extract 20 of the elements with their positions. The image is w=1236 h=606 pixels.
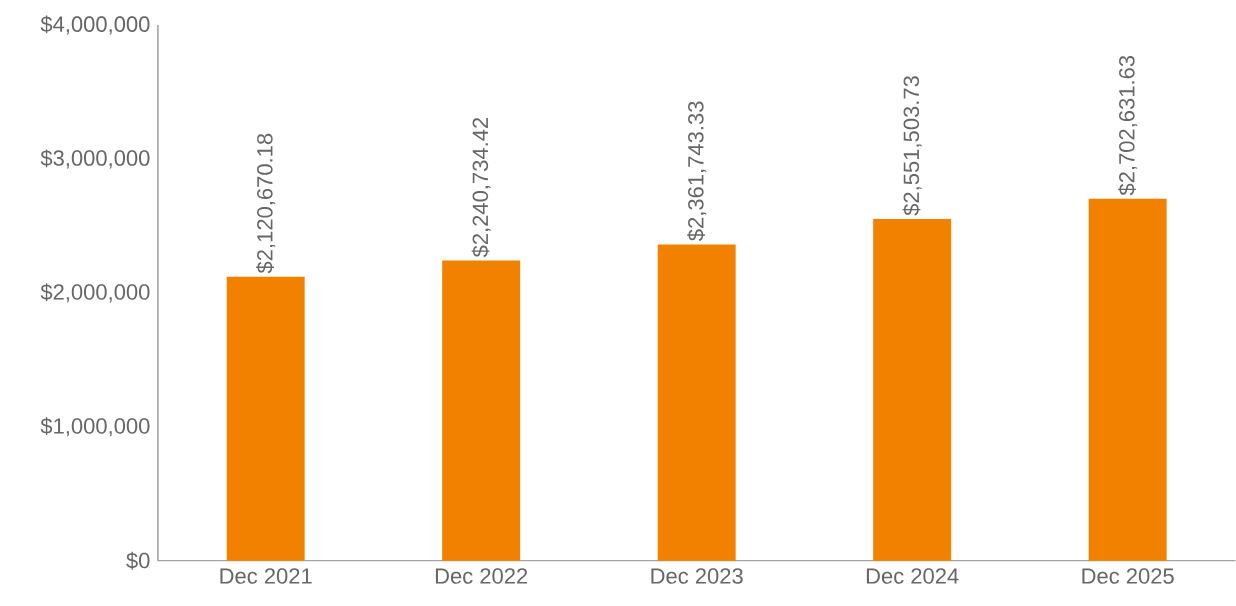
data-label: $2,120,670.18 [256, 133, 276, 274]
bar [442, 260, 521, 561]
data-label: $2,551,503.73 [902, 76, 922, 216]
bar [873, 219, 952, 561]
bar [657, 244, 736, 561]
y-tick-label: $2,000,000 [40, 283, 150, 303]
y-tick-label: $1,000,000 [40, 417, 150, 437]
data-label: $2,240,734.42 [471, 118, 491, 258]
data-label: $2,361,743.33 [687, 101, 707, 242]
x-tick-label: Dec 2025 [1082, 568, 1174, 584]
data-label: $2,702,631.63 [1118, 56, 1138, 196]
y-tick-label: $4,000,000 [40, 15, 150, 35]
x-tick-label: Dec 2024 [866, 568, 959, 584]
bar [1088, 198, 1167, 561]
y-tick-label: $0 [126, 551, 150, 570]
x-tick-label: Dec 2022 [435, 568, 528, 584]
x-tick-label: Dec 2023 [651, 568, 743, 584]
y-tick-label: $3,000,000 [40, 149, 150, 169]
bar [226, 276, 305, 561]
x-tick-label: Dec 2021 [220, 568, 312, 584]
